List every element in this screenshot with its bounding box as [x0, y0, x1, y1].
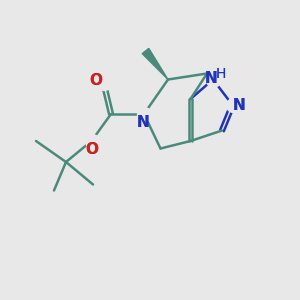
Text: O: O: [85, 142, 98, 157]
Text: O: O: [89, 73, 103, 88]
Text: H: H: [216, 67, 226, 80]
Text: O: O: [89, 73, 103, 88]
Text: N: N: [233, 98, 245, 112]
Polygon shape: [142, 48, 168, 80]
Text: N: N: [137, 115, 150, 130]
Text: O: O: [85, 142, 98, 157]
Text: N: N: [204, 71, 217, 86]
Text: H: H: [216, 67, 226, 80]
Text: N: N: [137, 115, 150, 130]
Text: N: N: [204, 71, 217, 86]
Text: N: N: [233, 98, 245, 112]
